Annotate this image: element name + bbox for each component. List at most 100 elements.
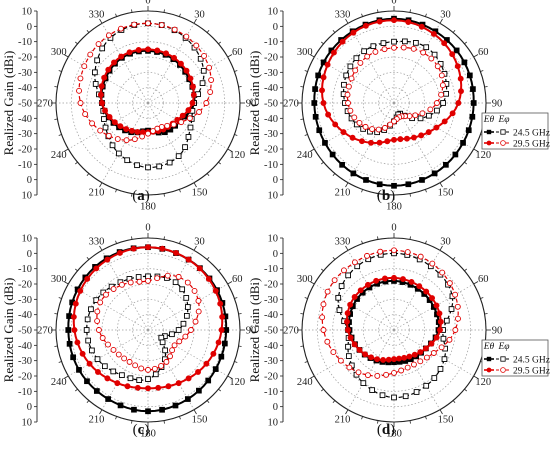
data-point — [344, 310, 351, 317]
radial-tick-label: -40 — [18, 114, 32, 125]
data-point — [72, 300, 79, 307]
data-point — [77, 287, 84, 294]
data-point — [443, 161, 449, 168]
angle-tick-label: 330 — [335, 236, 351, 247]
radial-tick-label: -30 — [264, 129, 278, 140]
data-point — [178, 119, 185, 126]
angle-tick-label: 30 — [194, 9, 205, 20]
data-point — [152, 371, 159, 378]
data-point — [184, 304, 191, 310]
data-point — [115, 351, 122, 358]
data-point — [155, 384, 162, 391]
data-point — [180, 320, 187, 327]
angle-tick-label: 300 — [51, 47, 67, 58]
data-point — [167, 353, 173, 360]
data-point — [183, 33, 190, 40]
data-point — [431, 375, 438, 381]
caption-open: ( — [377, 188, 382, 204]
data-point — [83, 327, 90, 333]
radial-tick-label: -30 — [18, 129, 32, 140]
angle-tick-label: 90 — [246, 99, 257, 110]
data-point — [329, 151, 336, 158]
outer-tick — [425, 13, 427, 17]
data-point — [114, 380, 121, 387]
radial-tick-label: -40 — [18, 310, 32, 321]
data-point — [89, 120, 96, 127]
data-point — [169, 347, 176, 354]
data-point — [86, 360, 93, 367]
data-point — [391, 274, 397, 281]
data-point — [423, 44, 430, 51]
data-point — [465, 127, 472, 134]
data-point — [76, 87, 82, 94]
data-point — [324, 61, 331, 68]
angle-tick-label: 180 — [386, 202, 402, 213]
caption-close: ) — [145, 188, 150, 204]
data-point — [130, 245, 137, 252]
data-point — [71, 327, 78, 333]
data-point — [184, 279, 191, 286]
outer-tick — [99, 245, 103, 251]
angle-tick-label: 0 — [391, 223, 396, 234]
radial-tick-label: 0 — [27, 22, 32, 33]
radial-tick-label: 0 — [273, 175, 278, 186]
data-point — [346, 364, 353, 371]
data-point — [374, 372, 381, 379]
angle-tick-label: 330 — [89, 236, 105, 247]
data-point — [419, 110, 426, 117]
angle-tick-label: 60 — [478, 274, 489, 285]
outer-tick — [304, 297, 308, 299]
data-point — [381, 275, 388, 282]
outer-tick — [361, 240, 363, 244]
legend-marker — [486, 129, 492, 135]
outer-tick — [238, 118, 242, 120]
data-point — [126, 358, 133, 365]
data-point — [320, 327, 327, 333]
data-point — [154, 275, 161, 282]
angle-tick-label: 0 — [145, 223, 150, 234]
outer-tick — [63, 281, 69, 285]
data-point — [193, 42, 200, 49]
data-point — [380, 356, 387, 363]
data-point — [345, 343, 351, 350]
outer-tick — [58, 134, 62, 136]
data-point — [376, 18, 383, 25]
data-point — [438, 72, 445, 79]
caption-letter: a — [137, 188, 145, 204]
data-point — [466, 72, 473, 79]
data-point — [368, 354, 375, 361]
outer-tick — [473, 281, 479, 285]
outer-tick — [439, 182, 443, 188]
data-point — [470, 100, 477, 106]
data-point — [110, 368, 117, 375]
data-point — [111, 119, 118, 126]
radial-tick-label: 0 — [273, 249, 278, 260]
data-point — [412, 112, 419, 119]
data-point — [402, 38, 408, 45]
radial-tick-label: -30 — [264, 295, 278, 306]
radial-tick-label: -20 — [264, 280, 278, 291]
data-point — [316, 127, 323, 134]
data-point — [164, 122, 171, 129]
data-point — [423, 354, 430, 361]
grid-spoke — [314, 329, 395, 377]
outer-tick — [377, 193, 379, 197]
data-point — [375, 126, 382, 133]
caption-close: ) — [144, 422, 149, 438]
data-point — [315, 72, 322, 79]
data-point — [433, 100, 440, 106]
data-point — [124, 383, 131, 390]
data-point — [103, 291, 109, 298]
data-point — [422, 345, 429, 352]
data-point — [171, 26, 178, 33]
radial-tick-label: -40 — [264, 83, 278, 94]
radial-tick-label: -30 — [264, 68, 278, 79]
data-point — [126, 49, 133, 56]
data-point — [381, 124, 388, 131]
data-point — [175, 153, 182, 159]
data-point — [391, 394, 397, 401]
data-point — [208, 77, 215, 83]
outer-tick — [320, 268, 324, 272]
outer-tick — [99, 182, 103, 188]
